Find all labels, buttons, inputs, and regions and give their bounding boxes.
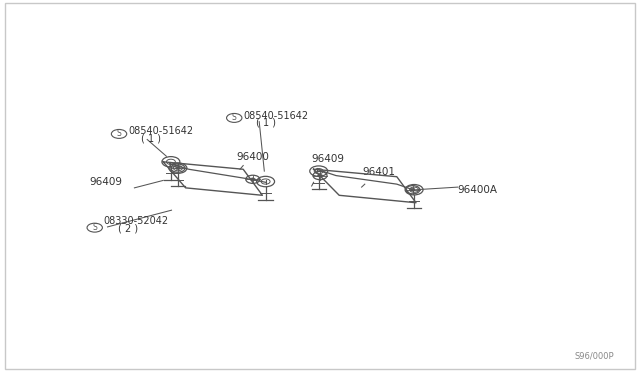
Text: 08540-51642: 08540-51642: [243, 110, 308, 121]
Text: S: S: [232, 113, 237, 122]
Text: S: S: [116, 129, 122, 138]
Text: 08330-52042: 08330-52042: [104, 216, 169, 226]
Circle shape: [175, 167, 180, 170]
Text: 96409: 96409: [90, 177, 123, 187]
Text: 96400: 96400: [237, 152, 269, 162]
Circle shape: [410, 188, 415, 191]
Text: S: S: [92, 223, 97, 232]
Text: 96409: 96409: [312, 154, 345, 164]
Circle shape: [250, 178, 255, 181]
Text: 08540-51642: 08540-51642: [128, 126, 193, 136]
Circle shape: [317, 174, 323, 177]
Text: ( 2 ): ( 2 ): [118, 224, 138, 234]
Text: 96401: 96401: [362, 167, 396, 177]
Text: S96/000P: S96/000P: [575, 352, 614, 361]
Text: ( 1 ): ( 1 ): [141, 134, 161, 144]
Text: 96400A: 96400A: [458, 185, 498, 195]
Text: ( 1 ): ( 1 ): [256, 118, 276, 128]
